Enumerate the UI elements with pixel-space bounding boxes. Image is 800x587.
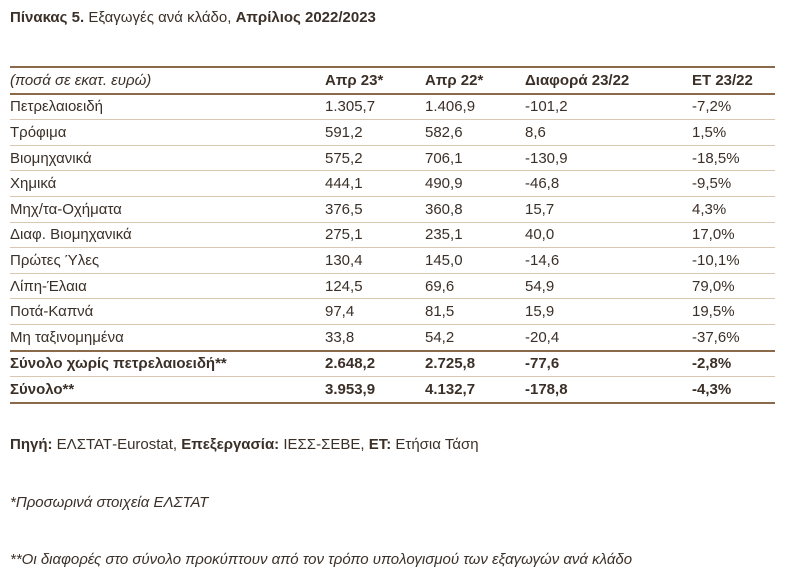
cell-value: 69,6	[425, 273, 525, 300]
cell-value: -101,2	[525, 93, 692, 121]
cell-value: 575,2	[325, 145, 425, 172]
table-row: Βιομηχανικά 575,2 706,1 -130,9 -18,5%	[10, 145, 775, 172]
table-title: Εξαγωγές ανά κλάδο,	[88, 9, 232, 26]
cell-value: 490,9	[425, 170, 525, 197]
cell-value: 376,5	[325, 196, 425, 223]
cell-value: -7,2%	[692, 93, 775, 121]
cell-value: 360,8	[425, 196, 525, 223]
row-label: Ποτά-Καπνά	[10, 298, 325, 325]
source-line: Πηγή: ΕΛΣΤΑΤ-Eurostat, Επεξεργασία: ΙΕΣΣ…	[10, 436, 479, 453]
cell-value: -14,6	[525, 247, 692, 274]
column-header: (ποσά σε εκατ. ευρώ)	[10, 66, 325, 95]
total-row: Σύνολο χωρίς πετρελαιοειδή** 2.648,2 2.725…	[10, 349, 775, 378]
table-row: Διαφ. Βιομηχανικά 275,1 235,1 40,0 17,0%	[10, 222, 775, 249]
cell-value: 79,0%	[692, 273, 775, 300]
total-value: -4,3%	[692, 376, 775, 404]
cell-value: 124,5	[325, 273, 425, 300]
header-row: (ποσά σε εκατ. ευρώ) Απρ 23* Απρ 22* Διαφορ…	[10, 66, 775, 95]
total-value: -77,6	[525, 349, 692, 378]
table-row: Ποτά-Καπνά 97,4 81,5 15,9 19,5%	[10, 298, 775, 325]
cell-value: 130,4	[325, 247, 425, 274]
total-value: 2.725,8	[425, 349, 525, 378]
note: *Προσωρινά στοιχεία ΕΛΣΤΑΤ	[10, 494, 209, 511]
cell-value: 591,2	[325, 119, 425, 146]
cell-value: 706,1	[425, 145, 525, 172]
table-row: Τρόφιμα 591,2 582,6 8,6 1,5%	[10, 119, 775, 146]
cell-value: 17,0%	[692, 222, 775, 249]
total-value: 2.648,2	[325, 349, 425, 378]
et-label: ΕΤ:	[368, 436, 392, 453]
table-row: Πρώτες Ύλες 130,4 145,0 -14,6 -10,1%	[10, 247, 775, 274]
period: Απρίλιος 2022/2023	[235, 9, 376, 26]
cell-value: 40,0	[525, 222, 692, 249]
total-value: -178,8	[525, 376, 692, 404]
cell-value: 444,1	[325, 170, 425, 197]
cell-value: -20,4	[525, 324, 692, 352]
cell-value: 582,6	[425, 119, 525, 146]
column-header: Απρ 22*	[425, 66, 525, 95]
column-header: Απρ 23*	[325, 66, 425, 95]
cell-value: 235,1	[425, 222, 525, 249]
row-label: Τρόφιμα	[10, 119, 325, 146]
cell-value: 15,9	[525, 298, 692, 325]
row-label: Μη ταξινομημένα	[10, 324, 325, 352]
table-row: Πετρελαιοειδή 1.305,7 1.406,9 -101,2 -7,2%	[10, 93, 775, 121]
cell-value: 97,4	[325, 298, 425, 325]
total-label: Σύνολο**	[10, 376, 325, 404]
row-label: Βιομηχανικά	[10, 145, 325, 172]
cell-value: 1.305,7	[325, 93, 425, 121]
processing: ΙΕΣΣ-ΣΕΒΕ,	[283, 436, 365, 453]
cell-value: -46,8	[525, 170, 692, 197]
cell-value: 8,6	[525, 119, 692, 146]
row-label: Λίπη-Έλαια	[10, 273, 325, 300]
cell-value: 81,5	[425, 298, 525, 325]
source-label: Πηγή:	[10, 436, 53, 453]
cell-value: 33,8	[325, 324, 425, 352]
et: Ετήσια Τάση	[395, 436, 479, 453]
cell-value: -10,1%	[692, 247, 775, 274]
note: **Οι διαφορές στο σύνολο προκύπτουν από …	[10, 551, 633, 568]
table-row: Χημικά 444,1 490,9 -46,8 -9,5%	[10, 170, 775, 197]
cell-value: 1,5%	[692, 119, 775, 146]
cell-value: 15,7	[525, 196, 692, 223]
table-row: Μηχ/τα-Οχήματα 376,5 360,8 15,7 4,3%	[10, 196, 775, 223]
row-label: Πετρελαιοειδή	[10, 93, 325, 121]
cell-value: 4,3%	[692, 196, 775, 223]
table-number: Πίνακας 5.	[10, 9, 85, 26]
row-label: Μηχ/τα-Οχήματα	[10, 196, 325, 223]
row-label: Χημικά	[10, 170, 325, 197]
exports-table: (ποσά σε εκατ. ευρώ) Απρ 23* Απρ 22* Διαφορ…	[10, 66, 775, 404]
column-header: ΕΤ 23/22	[692, 66, 775, 95]
cell-value: 1.406,9	[425, 93, 525, 121]
cell-value: 54,9	[525, 273, 692, 300]
table-body: Πετρελαιοειδή 1.305,7 1.406,9 -101,2 -7,2% Τρ…	[10, 93, 775, 404]
source: ΕΛΣΤΑΤ-Eurostat,	[56, 436, 178, 453]
cell-value: -37,6%	[692, 324, 775, 352]
cell-value: 19,5%	[692, 298, 775, 325]
cell-value: 275,1	[325, 222, 425, 249]
row-label: Διαφ. Βιομηχανικά	[10, 222, 325, 249]
total-value: 3.953,9	[325, 376, 425, 404]
cell-value: -9,5%	[692, 170, 775, 197]
table-row: Μη ταξινομημένα 33,8 54,2 -20,4 -37,6%	[10, 324, 775, 352]
cell-value: -18,5%	[692, 145, 775, 172]
cell-value: 145,0	[425, 247, 525, 274]
cell-value: 54,2	[425, 324, 525, 352]
column-header: Διαφορά 23/22	[525, 66, 692, 95]
cell-value: -130,9	[525, 145, 692, 172]
table-row: Λίπη-Έλαια 124,5 69,6 54,9 79,0%	[10, 273, 775, 300]
title: Πίνακας 5. Εξαγωγές ανά κλάδο, Απρίλιος …	[10, 9, 376, 26]
total-row: Σύνολο** 3.953,9 4.132,7 -178,8 -4,3%	[10, 376, 775, 404]
total-label: Σύνολο χωρίς πετρελαιοειδή**	[10, 349, 325, 378]
row-label: Πρώτες Ύλες	[10, 247, 325, 274]
processing-label: Επεξεργασία:	[181, 436, 280, 453]
total-value: 4.132,7	[425, 376, 525, 404]
total-value: -2,8%	[692, 349, 775, 378]
